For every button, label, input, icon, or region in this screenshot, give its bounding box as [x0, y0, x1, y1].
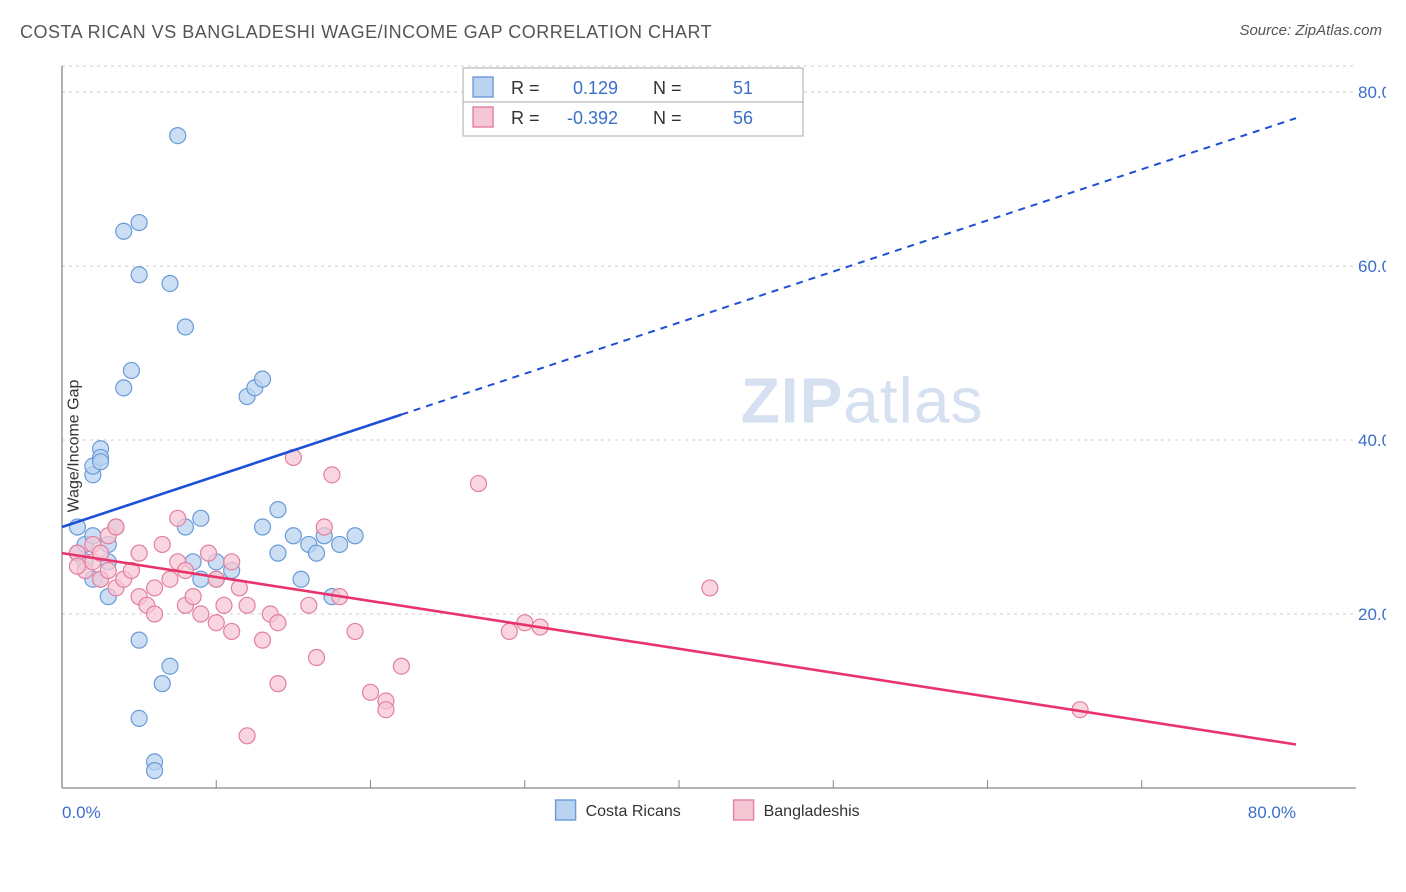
svg-text:N =: N =: [653, 78, 682, 98]
data-point: [270, 615, 286, 631]
legend-label: Costa Ricans: [586, 803, 681, 820]
data-point: [378, 702, 394, 718]
svg-text:N =: N =: [653, 108, 682, 128]
data-point: [285, 528, 301, 544]
scatter-chart-svg: 20.0% 40.0% 60.0% 80.0% ZIPatlas 0.0% 80.0% R =…: [56, 60, 1386, 840]
legend-swatch: [473, 77, 493, 97]
data-point: [332, 536, 348, 552]
watermark: ZIPatlas: [741, 365, 984, 437]
y-tick-label: 60.0%: [1358, 257, 1386, 276]
data-point: [309, 650, 325, 666]
data-point: [131, 215, 147, 231]
data-point: [316, 519, 332, 535]
data-point: [216, 597, 232, 613]
data-point: [301, 597, 317, 613]
data-point: [347, 623, 363, 639]
data-point: [255, 632, 271, 648]
data-point: [69, 558, 85, 574]
data-point: [239, 597, 255, 613]
data-point: [255, 519, 271, 535]
data-point: [239, 728, 255, 744]
data-point: [147, 580, 163, 596]
data-point: [154, 536, 170, 552]
x-tick-label: 0.0%: [62, 803, 101, 822]
data-point: [293, 571, 309, 587]
data-point: [170, 128, 186, 144]
y-tick-label: 20.0%: [1358, 605, 1386, 624]
data-point: [255, 371, 271, 387]
data-point: [224, 623, 240, 639]
svg-text:R =: R =: [511, 108, 540, 128]
data-point: [116, 223, 132, 239]
data-point: [147, 606, 163, 622]
data-point: [270, 545, 286, 561]
data-point: [224, 554, 240, 570]
data-point: [177, 319, 193, 335]
svg-text:56: 56: [733, 108, 753, 128]
y-tick-label: 40.0%: [1358, 431, 1386, 450]
svg-text:R =: R =: [511, 78, 540, 98]
data-point: [170, 510, 186, 526]
data-point: [108, 519, 124, 535]
data-point: [162, 658, 178, 674]
data-point: [93, 454, 109, 470]
x-tick-label: 80.0%: [1248, 803, 1296, 822]
data-point: [100, 563, 116, 579]
data-point: [123, 362, 139, 378]
legend-swatch: [473, 107, 493, 127]
y-tick-label: 80.0%: [1358, 83, 1386, 102]
chart-plot-area: 20.0% 40.0% 60.0% 80.0% ZIPatlas 0.0% 80.0% R =…: [56, 60, 1386, 840]
data-point: [393, 658, 409, 674]
data-point: [131, 545, 147, 561]
data-point: [116, 380, 132, 396]
svg-text:-0.392: -0.392: [567, 108, 618, 128]
data-point: [193, 606, 209, 622]
data-point: [201, 545, 217, 561]
data-point: [147, 763, 163, 779]
legend-swatch: [734, 800, 754, 820]
data-point: [131, 632, 147, 648]
data-point: [270, 502, 286, 518]
data-point: [154, 676, 170, 692]
data-point: [185, 589, 201, 605]
source-attribution: Source: ZipAtlas.com: [1239, 22, 1382, 39]
data-point: [131, 710, 147, 726]
data-point: [470, 476, 486, 492]
data-point: [131, 267, 147, 283]
data-point: [309, 545, 325, 561]
correlation-stat-box: R = 0.129 N = 51 R = -0.392 N = 56: [463, 68, 803, 136]
data-point: [702, 580, 718, 596]
legend-label: Bangladeshis: [764, 803, 860, 820]
data-point: [208, 615, 224, 631]
data-point: [347, 528, 363, 544]
data-point: [501, 623, 517, 639]
data-point: [324, 467, 340, 483]
legend-swatch: [556, 800, 576, 820]
data-point: [162, 275, 178, 291]
trend-line: [62, 553, 1296, 744]
data-point: [270, 676, 286, 692]
chart-title: COSTA RICAN VS BANGLADESHI WAGE/INCOME G…: [20, 22, 712, 43]
data-point: [162, 571, 178, 587]
svg-text:51: 51: [733, 78, 753, 98]
data-point: [193, 510, 209, 526]
trend-line: [62, 415, 401, 527]
data-point: [363, 684, 379, 700]
svg-text:0.129: 0.129: [573, 78, 618, 98]
